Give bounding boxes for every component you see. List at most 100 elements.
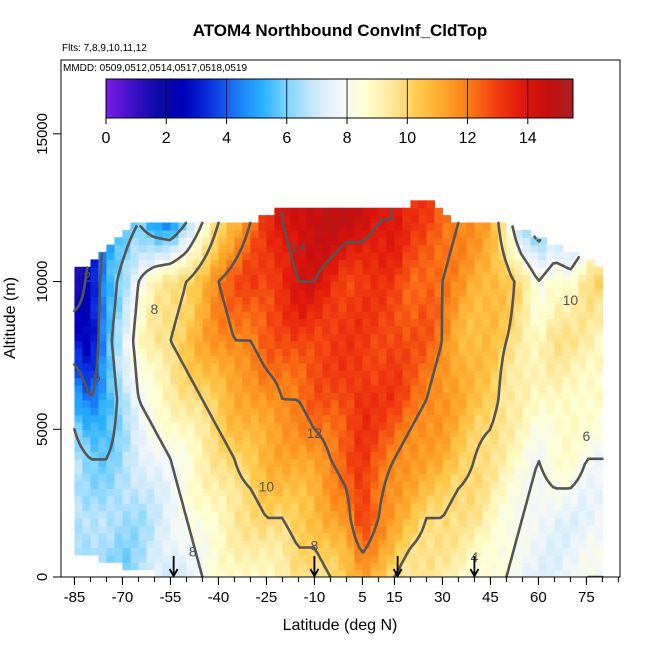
heat-cell xyxy=(322,436,332,445)
heat-cell xyxy=(554,362,563,371)
heat-cell xyxy=(546,296,556,305)
heat-cell xyxy=(330,399,340,408)
heat-cell xyxy=(274,311,284,320)
heat-cell xyxy=(338,540,348,549)
heat-cell xyxy=(386,384,396,393)
heat-cell xyxy=(570,266,579,275)
heat-cell xyxy=(426,510,436,519)
heat-cell xyxy=(442,222,452,231)
heat-cell xyxy=(242,407,252,416)
heat-cell xyxy=(202,244,212,253)
heat-cell xyxy=(338,207,348,216)
heat-cell xyxy=(378,562,388,571)
heat-cell xyxy=(258,244,268,253)
heat-cell xyxy=(394,525,404,534)
heat-cell xyxy=(538,540,548,549)
heat-cell xyxy=(442,532,452,541)
heat-cell xyxy=(250,281,260,290)
heat-cell xyxy=(474,569,484,577)
heat-cell xyxy=(306,429,316,438)
heat-cell xyxy=(90,480,100,489)
heat-cell xyxy=(338,244,348,253)
heat-cell xyxy=(234,333,244,342)
heat-cell xyxy=(442,466,452,475)
heat-cell xyxy=(386,421,396,430)
heat-cell xyxy=(426,547,436,556)
heat-cell xyxy=(178,547,188,556)
heat-cell xyxy=(130,444,140,453)
heat-cell xyxy=(394,414,404,423)
heat-cell xyxy=(394,207,404,216)
heat-cell xyxy=(426,259,436,268)
heat-cell xyxy=(538,525,548,534)
heat-cell xyxy=(490,311,500,320)
heat-cell xyxy=(562,569,571,577)
heat-cell xyxy=(594,288,603,297)
heat-cell xyxy=(282,355,292,364)
heat-cell xyxy=(90,348,100,357)
heat-cell xyxy=(122,540,132,549)
heat-cell xyxy=(274,333,284,342)
heat-cell xyxy=(378,370,388,379)
heat-cell xyxy=(498,554,508,563)
heat-cell xyxy=(186,495,196,504)
heat-cell xyxy=(338,510,348,519)
heat-cell xyxy=(258,252,268,261)
heat-cell xyxy=(586,303,595,312)
heat-cell xyxy=(362,421,372,430)
heat-cell xyxy=(354,215,364,224)
heat-cell xyxy=(322,370,332,379)
heat-cell xyxy=(74,414,84,423)
heat-cell xyxy=(138,229,148,238)
heat-cell xyxy=(426,252,436,261)
heat-cell xyxy=(290,547,300,556)
heat-cell xyxy=(154,436,164,445)
heat-cell xyxy=(194,266,204,275)
heat-cell xyxy=(506,532,516,541)
heat-cell xyxy=(354,355,364,364)
heat-cell xyxy=(450,421,460,430)
heat-cell xyxy=(498,562,508,571)
heat-cell xyxy=(290,517,300,526)
heat-cell xyxy=(434,503,444,512)
heat-cell xyxy=(426,244,436,253)
heat-cell xyxy=(362,488,372,497)
contour-line-14 xyxy=(281,207,393,283)
heat-cell xyxy=(410,229,420,238)
heat-cell xyxy=(474,237,484,246)
heat-cell xyxy=(146,377,156,386)
heat-cell xyxy=(402,525,412,534)
heat-cell xyxy=(266,547,276,556)
heat-cell xyxy=(578,554,587,563)
heat-cell xyxy=(346,207,356,216)
heat-cell xyxy=(586,311,595,320)
heat-cell xyxy=(242,399,252,408)
heat-cell xyxy=(282,215,292,224)
heat-cell xyxy=(338,480,348,489)
heat-cell xyxy=(146,540,156,549)
heat-cell xyxy=(122,377,132,386)
heat-cell xyxy=(282,384,292,393)
heat-cell xyxy=(74,266,84,275)
heat-cell xyxy=(418,362,428,371)
heat-cell xyxy=(170,547,180,556)
heat-cell xyxy=(546,414,556,423)
heat-cell xyxy=(186,421,196,430)
heat-cell xyxy=(146,399,156,408)
heat-cell xyxy=(338,333,348,342)
heat-cell xyxy=(234,569,244,577)
heat-cell xyxy=(194,377,204,386)
heat-cell xyxy=(178,340,188,349)
heat-cell xyxy=(474,458,484,467)
heat-cell xyxy=(410,325,420,334)
heat-cell xyxy=(330,503,340,512)
heat-cell xyxy=(538,510,548,519)
heat-cell xyxy=(378,259,388,268)
heat-cell xyxy=(330,325,340,334)
heat-cell xyxy=(170,399,180,408)
heat-cell xyxy=(506,288,516,297)
heat-cell xyxy=(466,444,476,453)
heat-cell xyxy=(378,392,388,401)
heat-cell xyxy=(410,458,420,467)
heat-cell xyxy=(586,517,595,526)
